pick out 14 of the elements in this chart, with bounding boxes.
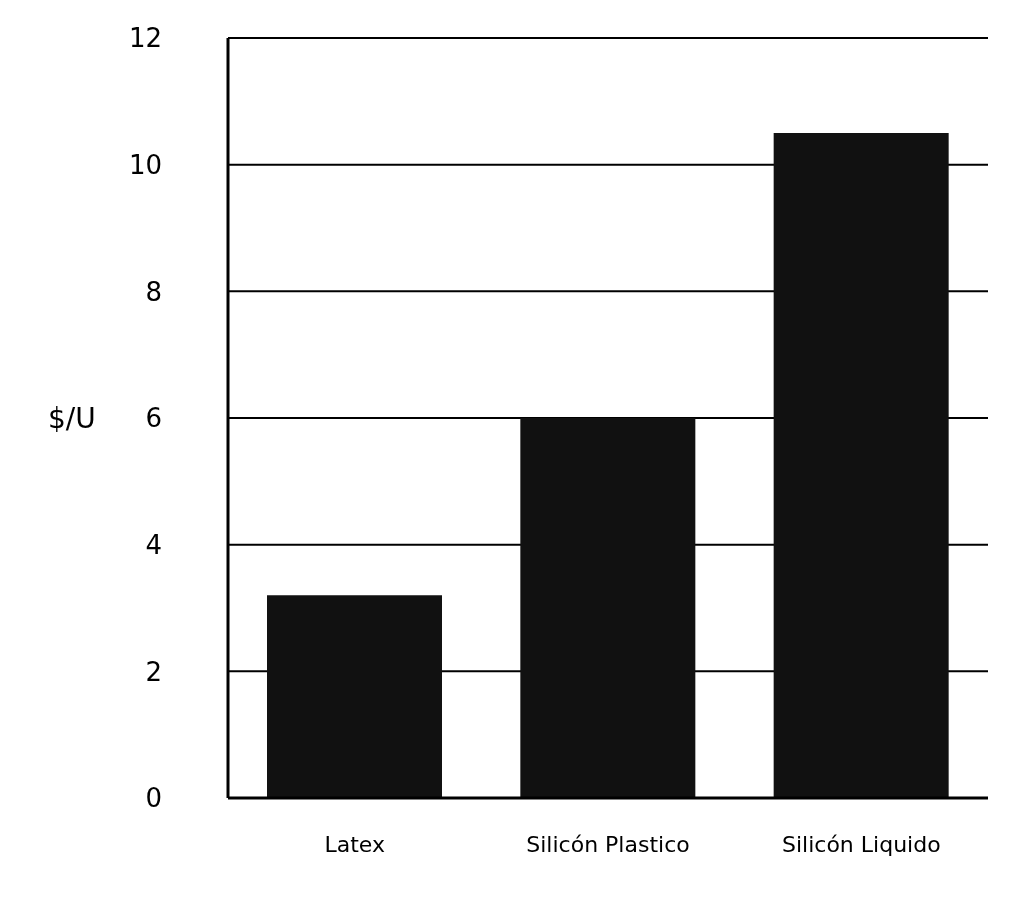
bar <box>773 133 949 798</box>
x-tick-label: Latex <box>324 831 385 857</box>
x-tick-label: Silicón Liquido <box>782 831 941 857</box>
y-tick-label: 0 <box>145 783 162 814</box>
y-tick-label: 6 <box>145 403 162 434</box>
y-tick-label: 12 <box>128 23 162 54</box>
y-tick-label: 10 <box>128 149 162 180</box>
y-tick-label: 4 <box>145 529 162 560</box>
y-tick-label: 8 <box>145 276 162 307</box>
x-tick-label: Silicón Plastico <box>526 831 690 857</box>
y-axis-title: $/U <box>48 401 96 435</box>
bar <box>520 418 696 798</box>
y-tick-label: 2 <box>145 656 162 687</box>
bar <box>267 595 442 798</box>
